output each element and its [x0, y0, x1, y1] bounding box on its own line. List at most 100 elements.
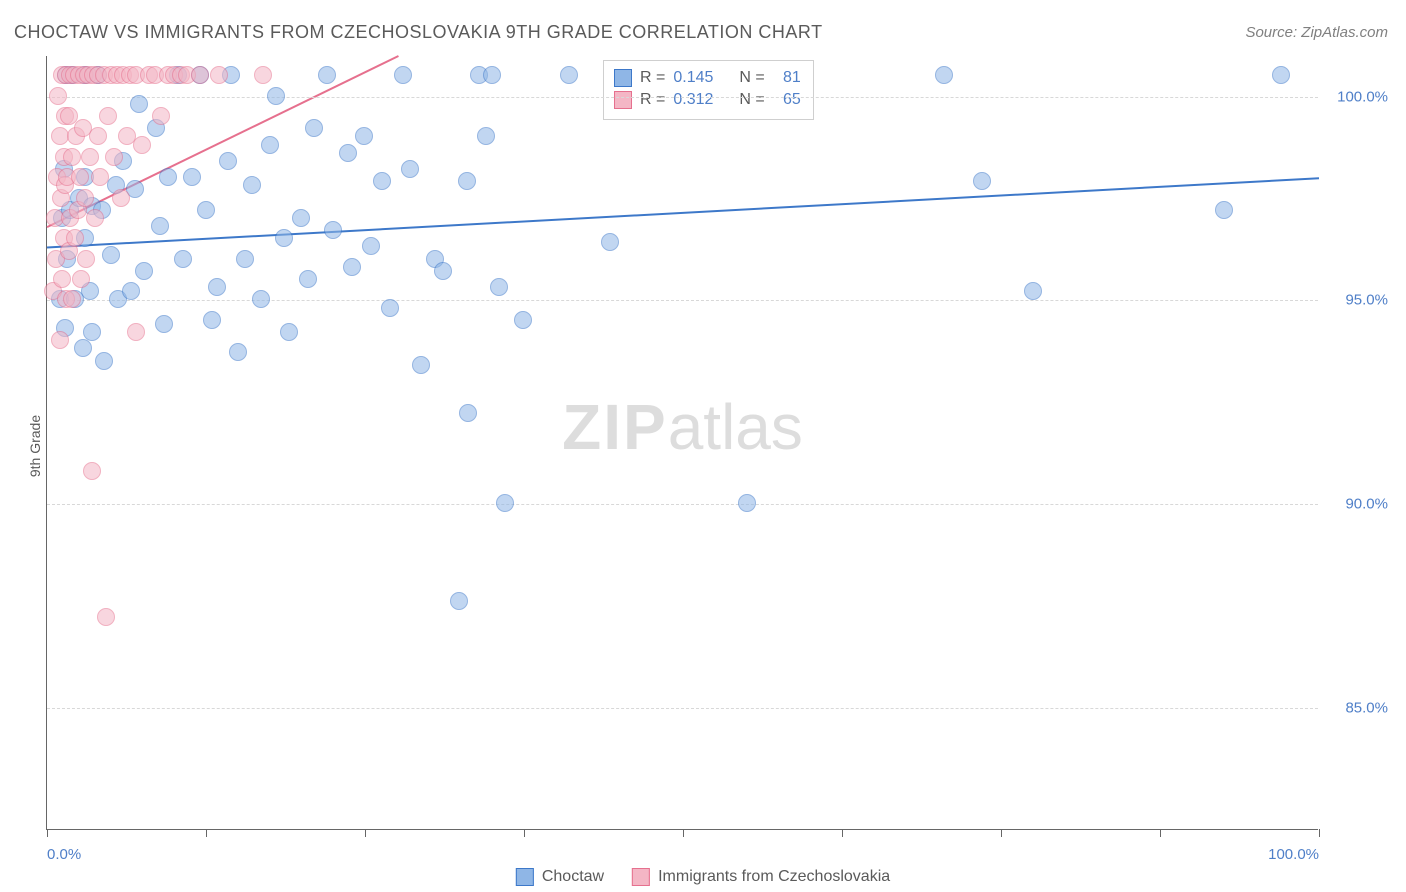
data-point-choctaw [102, 246, 120, 264]
trend-lines [47, 56, 1319, 830]
data-point-choctaw [292, 209, 310, 227]
data-point-czech [99, 107, 117, 125]
x-tick [1160, 829, 1161, 837]
legend-swatch [516, 868, 534, 886]
data-point-choctaw [560, 66, 578, 84]
legend-r-value: 0.312 [673, 91, 713, 109]
data-point-choctaw [343, 258, 361, 276]
data-point-choctaw [174, 250, 192, 268]
data-point-choctaw [1024, 282, 1042, 300]
x-tick [1001, 829, 1002, 837]
data-point-czech [152, 107, 170, 125]
gridline [47, 504, 1318, 505]
data-point-choctaw [935, 66, 953, 84]
x-tick [206, 829, 207, 837]
legend-row-czech: R =0.312N =65 [614, 89, 801, 111]
data-point-choctaw [183, 168, 201, 186]
x-tick [842, 829, 843, 837]
y-tick-label: 95.0% [1324, 292, 1388, 309]
data-point-choctaw [434, 262, 452, 280]
data-point-choctaw [229, 343, 247, 361]
data-point-choctaw [412, 356, 430, 374]
data-point-czech [77, 250, 95, 268]
trendline-choctaw [47, 178, 1319, 247]
data-point-choctaw [95, 352, 113, 370]
series-legend: Choctaw Immigrants from Czechoslovakia [516, 868, 890, 886]
data-point-choctaw [458, 172, 476, 190]
legend-n-label: N = [739, 69, 764, 87]
data-point-choctaw [1215, 201, 1233, 219]
chart-title: CHOCTAW VS IMMIGRANTS FROM CZECHOSLOVAKI… [14, 22, 823, 43]
data-point-choctaw [738, 494, 756, 512]
legend-swatch [632, 868, 650, 886]
data-point-choctaw [299, 270, 317, 288]
data-point-choctaw [130, 95, 148, 113]
data-point-choctaw [381, 299, 399, 317]
data-point-choctaw [275, 229, 293, 247]
data-point-czech [112, 189, 130, 207]
data-point-choctaw [151, 217, 169, 235]
data-point-choctaw [490, 278, 508, 296]
data-point-choctaw [197, 201, 215, 219]
x-tick [683, 829, 684, 837]
data-point-czech [133, 136, 151, 154]
data-point-choctaw [203, 311, 221, 329]
data-point-choctaw [1272, 66, 1290, 84]
data-point-czech [66, 229, 84, 247]
data-point-czech [81, 148, 99, 166]
gridline [47, 300, 1318, 301]
data-point-choctaw [324, 221, 342, 239]
y-tick-label: 90.0% [1324, 496, 1388, 513]
data-point-choctaw [514, 311, 532, 329]
legend-r-value: 0.145 [673, 69, 713, 87]
data-point-choctaw [973, 172, 991, 190]
legend-r-label: R = [640, 69, 665, 87]
data-point-choctaw [305, 119, 323, 137]
data-point-choctaw [362, 237, 380, 255]
data-point-czech [76, 189, 94, 207]
data-point-czech [83, 462, 101, 480]
data-point-choctaw [236, 250, 254, 268]
gridline [47, 708, 1318, 709]
series-legend-item-choctaw: Choctaw [516, 868, 604, 886]
data-point-choctaw [155, 315, 173, 333]
data-point-choctaw [401, 160, 419, 178]
data-point-choctaw [159, 168, 177, 186]
x-tick [47, 829, 48, 837]
y-tick-label: 85.0% [1324, 699, 1388, 716]
data-point-czech [127, 323, 145, 341]
data-point-czech [63, 148, 81, 166]
data-point-czech [89, 127, 107, 145]
y-tick-label: 100.0% [1324, 88, 1388, 105]
legend-swatch [614, 91, 632, 109]
data-point-czech [49, 87, 67, 105]
series-label: Choctaw [542, 868, 604, 886]
chart-root: CHOCTAW VS IMMIGRANTS FROM CZECHOSLOVAKI… [0, 0, 1406, 892]
data-point-choctaw [208, 278, 226, 296]
data-point-choctaw [243, 176, 261, 194]
data-point-choctaw [459, 404, 477, 422]
data-point-czech [191, 66, 209, 84]
data-point-czech [105, 148, 123, 166]
data-point-choctaw [280, 323, 298, 341]
data-point-czech [97, 608, 115, 626]
data-point-choctaw [483, 66, 501, 84]
series-legend-item-czech: Immigrants from Czechoslovakia [632, 868, 890, 886]
data-point-czech [51, 331, 69, 349]
data-point-czech [53, 270, 71, 288]
y-axis-label: 9th Grade [27, 415, 43, 477]
data-point-choctaw [83, 323, 101, 341]
legend-r-label: R = [640, 91, 665, 109]
legend-n-value: 65 [773, 91, 801, 109]
data-point-choctaw [601, 233, 619, 251]
data-point-choctaw [318, 66, 336, 84]
legend-swatch [614, 69, 632, 87]
legend-n-value: 81 [773, 69, 801, 87]
data-point-choctaw [122, 282, 140, 300]
data-point-czech [72, 270, 90, 288]
x-tick [524, 829, 525, 837]
x-tick [1319, 829, 1320, 837]
plot-area: ZIPatlas R =0.145N =81R =0.312N =65 85.0… [46, 56, 1318, 830]
data-point-czech [254, 66, 272, 84]
x-axis-max-label: 100.0% [1268, 846, 1319, 863]
